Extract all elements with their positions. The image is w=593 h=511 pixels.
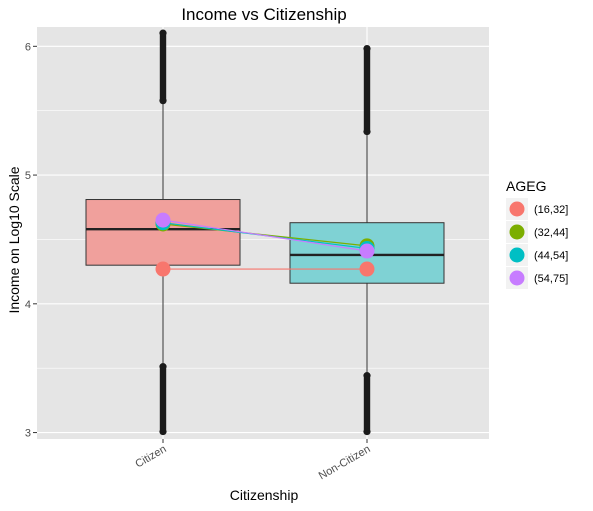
legend-item: (44,54]	[506, 244, 568, 266]
legend-label: (16,32]	[534, 204, 568, 216]
series-point	[359, 243, 375, 259]
outliers-upper-end	[363, 45, 371, 53]
legend-item: (32,44]	[506, 221, 568, 243]
legend-swatch	[509, 224, 525, 240]
box-rect	[85, 199, 241, 266]
legend: AGEG (16,32] (32,44] (44,54] (54,75]	[506, 178, 568, 289]
legend-swatch	[509, 201, 525, 217]
legend-title: AGEG	[506, 178, 546, 194]
y-axis: 3 4 5 6	[25, 41, 37, 440]
legend-label: (44,54]	[534, 250, 568, 262]
series-line	[162, 219, 368, 252]
x-axis-title: Citizenship	[230, 487, 299, 503]
outliers-lower	[363, 374, 371, 433]
series-point	[155, 261, 171, 277]
y-axis-title: Income on Log10 Scale	[6, 166, 22, 313]
x-tick-label: Non-Citizen	[317, 443, 373, 482]
outliers-lower-end	[159, 427, 167, 436]
legend-swatch	[509, 270, 525, 286]
y-tick-label: 5	[25, 170, 31, 182]
legend-item: (16,32]	[506, 198, 568, 220]
outliers-upper	[159, 32, 167, 102]
outliers-lower	[159, 365, 167, 433]
chart-title: Income vs Citizenship	[181, 5, 346, 24]
outliers-lower-end	[363, 372, 371, 380]
outliers-lower-end	[363, 427, 371, 436]
outliers-upper	[363, 47, 371, 133]
y-tick-label: 4	[25, 299, 31, 311]
legend-item: (54,75]	[506, 267, 568, 289]
x-axis: Citizen Non-Citizen	[133, 439, 373, 482]
outliers-upper-end	[159, 97, 167, 105]
series-(32,44]	[162, 223, 368, 247]
legend-swatch	[509, 247, 525, 263]
legend-label: (54,75]	[534, 273, 568, 285]
outliers-lower-end	[159, 363, 167, 371]
legend-label: (32,44]	[534, 227, 568, 239]
y-tick-label: 6	[25, 41, 31, 53]
outliers-upper-end	[159, 29, 167, 37]
series-line	[162, 223, 368, 247]
y-tick-label: 3	[25, 428, 31, 440]
outliers-upper-end	[363, 127, 371, 136]
x-tick-label: Citizen	[133, 443, 168, 470]
series-point	[155, 212, 171, 228]
box-layer	[85, 29, 445, 436]
series-layer	[155, 212, 375, 277]
series-point	[359, 261, 375, 277]
series-(54,75]	[162, 219, 368, 252]
